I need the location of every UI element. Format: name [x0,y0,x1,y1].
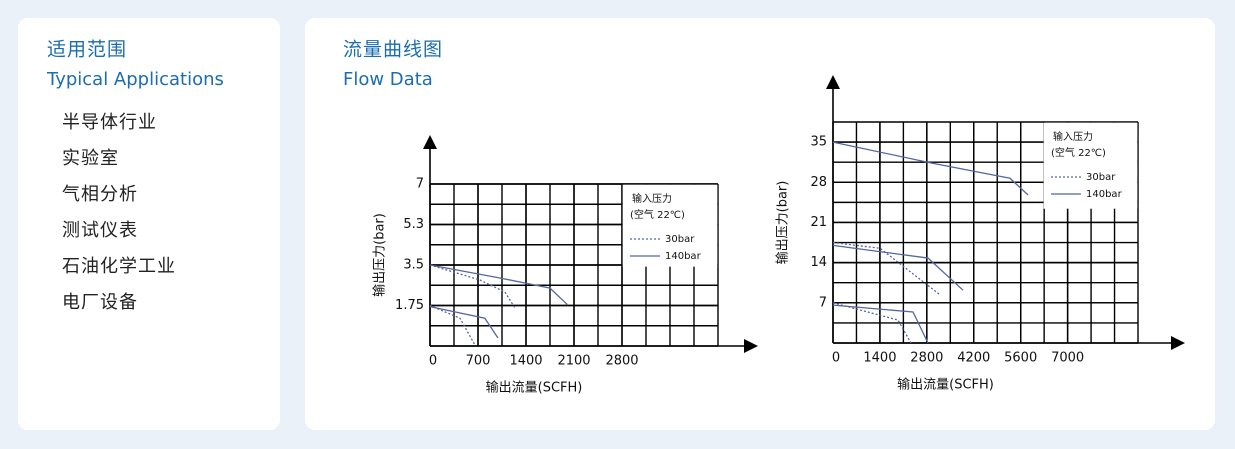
application-item: 实验室 [62,148,119,169]
x-tick-label: 1400 [509,354,542,369]
x-tick-label: 5600 [1004,351,1037,366]
y-tick-label: 35 [810,135,827,150]
flow-curve [832,241,941,296]
x-tick-label: 4200 [957,351,990,366]
application-item: 测试仪表 [62,220,138,241]
flow-curve [429,306,499,339]
x-axis-label: 输出流量(SCFH) [897,377,994,393]
y-axis-arrow [826,75,840,89]
x-tick-label: 7000 [1051,351,1084,366]
flow-subtitle: Flow Data [343,69,433,90]
x-axis-arrow [1171,336,1185,350]
flow-curve [429,264,569,306]
x-tick-label: 2100 [557,354,590,369]
legend-label: 140bar [1086,189,1123,200]
legend-title: 输入压力 [1053,130,1093,143]
legend-label: 30bar [665,234,695,245]
y-tick-label: 14 [810,255,827,270]
x-axis-arrow [744,339,758,353]
legend-title: 输入压力 [632,192,672,205]
application-item: 半导体行业 [62,112,157,133]
y-tick-label: 7 [416,177,424,192]
flow-curve [429,264,516,309]
application-item: 电厂设备 [62,292,138,313]
legend-label: 30bar [1086,172,1116,183]
applications-subtitle: Typical Applications [46,69,224,90]
applications-title: 适用范围 [47,39,127,61]
flow-curve [429,304,476,346]
flow-curve [832,244,964,291]
x-tick-label: 700 [466,354,491,369]
flow-card [305,18,1215,430]
flow-title: 流量曲线图 [343,39,443,61]
application-item: 石油化学工业 [62,256,176,277]
legend-subtitle: (空气 22℃) [1051,146,1106,159]
y-tick-label: 28 [810,175,827,190]
y-tick-label: 21 [810,215,827,230]
legend-box [622,184,718,267]
x-axis-label: 输出流量(SCFH) [486,380,583,396]
y-axis-label: 输出压力(bar) [372,213,388,297]
y-axis-label: 输出压力(bar) [775,181,791,265]
x-tick-label: 0 [429,354,437,369]
x-tick-label: 0 [832,351,840,366]
flow-curve [832,304,929,344]
legend-subtitle: (空气 22℃) [630,208,685,221]
x-tick-label: 2800 [605,354,638,369]
y-axis-arrow [423,135,437,149]
x-tick-label: 2800 [910,351,943,366]
applications-card [18,18,280,430]
y-tick-label: 5.3 [403,217,424,232]
application-item: 气相分析 [62,184,138,205]
y-tick-label: 3.5 [403,258,424,273]
flow-curve [832,302,912,344]
flow-curve [832,141,1029,196]
legend-label: 140bar [665,251,702,262]
y-tick-label: 1.75 [395,298,424,313]
y-tick-label: 7 [819,295,827,310]
x-tick-label: 1400 [863,351,896,366]
